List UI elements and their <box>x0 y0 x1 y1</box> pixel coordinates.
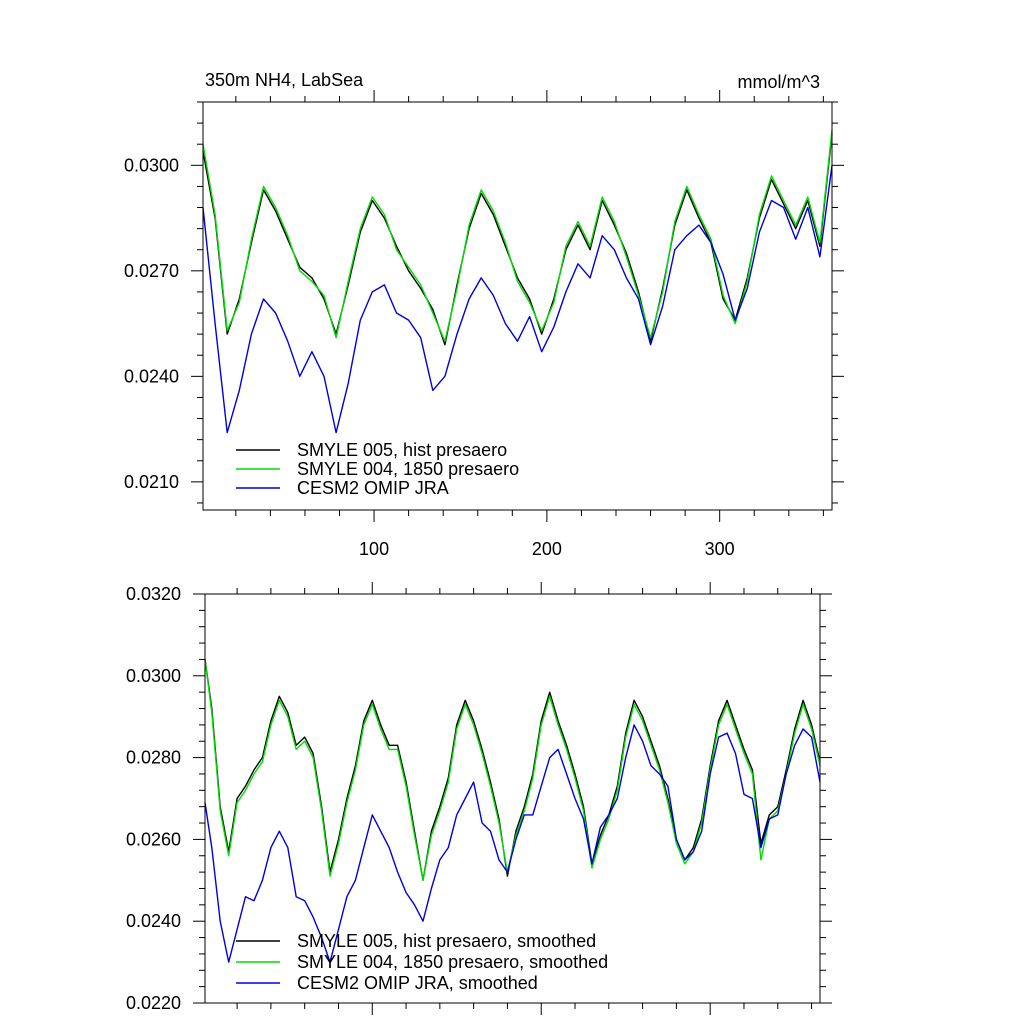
top-ticks: 0.0210 0.0240 0.0270 0.0300 100 200 300 <box>124 90 844 559</box>
x-tick-label: 300 <box>705 539 735 559</box>
y-tick-label: 0.0320 <box>126 584 181 604</box>
bottom-legend-label-1: SMYLE 004, 1850 presaero, smoothed <box>297 952 608 972</box>
top-series <box>202 130 833 434</box>
bottom-panel: 0.0220 0.0240 0.0260 0.0280 0.0300 0.0320 SMY… <box>126 582 832 1015</box>
top-series-line-2 <box>202 165 833 434</box>
y-tick-label: 0.0210 <box>124 472 179 492</box>
y-tick-label: 0.0300 <box>126 666 181 686</box>
bottom-plot-frame <box>204 593 821 1004</box>
bottom-legend: SMYLE 005, hist presaero, smoothedSMYLE … <box>236 931 608 993</box>
y-tick-label: 0.0240 <box>126 911 181 931</box>
y-tick-label: 0.0260 <box>126 829 181 849</box>
x-tick-label: 200 <box>532 539 562 559</box>
x-tick-label: 100 <box>359 539 389 559</box>
top-units: mmol/m^3 <box>738 72 820 92</box>
y-tick-label: 0.0300 <box>124 155 179 175</box>
y-tick-label: 0.0280 <box>126 748 181 768</box>
top-plot-frame <box>202 101 833 511</box>
top-legend-label-2: CESM2 OMIP JRA <box>297 478 449 498</box>
y-tick-label: 0.0240 <box>124 366 179 386</box>
top-panel: 350m NH4, LabSea mmol/m^3 0.02100.02400.… <box>124 70 844 559</box>
top-title: 350m NH4, LabSea <box>205 70 364 90</box>
y-tick-label: 0.0270 <box>124 261 179 281</box>
bottom-legend-label-2: CESM2 OMIP JRA, smoothed <box>297 973 538 993</box>
y-tick-label: 0.0220 <box>126 993 181 1013</box>
bottom-series <box>204 659 821 963</box>
bottom-ticks: 0.0220 0.0240 0.0260 0.0280 0.0300 0.0320 <box>126 582 832 1015</box>
top-series-line-1 <box>202 130 833 342</box>
top-legend-label-0: SMYLE 005, hist presaero <box>297 440 507 460</box>
top-legend-label-1: SMYLE 004, 1850 presaero <box>297 459 519 479</box>
bottom-series-line-1 <box>204 659 821 881</box>
bottom-legend-label-0: SMYLE 005, hist presaero, smoothed <box>297 931 596 951</box>
bottom-series-line-2 <box>204 724 821 963</box>
